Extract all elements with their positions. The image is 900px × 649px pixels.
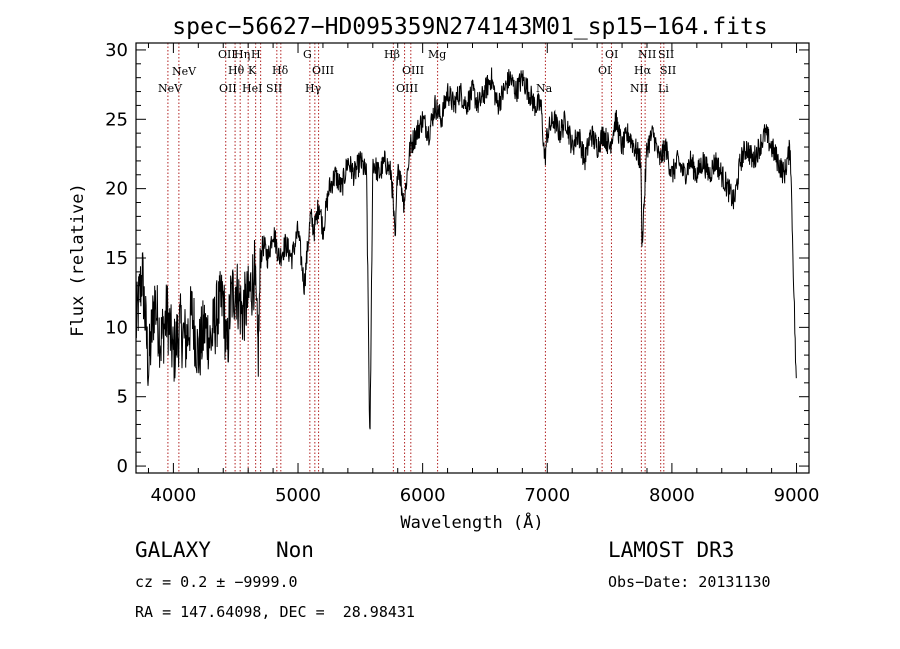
line-label-14: Hβ: [384, 48, 400, 61]
y-tick-label-4: 20: [105, 179, 128, 200]
x-tick-label-1: 5000: [275, 485, 321, 506]
x-tick-label-2: 6000: [400, 485, 446, 506]
line-label-12: OIII: [312, 64, 334, 77]
line-label-7: K: [248, 64, 257, 77]
line-label-17: Mg: [428, 48, 446, 61]
y-tick-label-1: 5: [117, 387, 128, 408]
line-label-11: G: [303, 48, 312, 61]
y-tick-label-5: 25: [105, 109, 128, 130]
spectrum-series: [135, 67, 797, 430]
line-label-5: OII: [219, 82, 237, 95]
redshift-line: cz = 0.2 ± −9999.0: [135, 573, 298, 591]
line-label-6: H: [251, 48, 261, 61]
line-label-4: Hθ: [228, 64, 245, 77]
plot-frame: [135, 42, 810, 474]
x-axis-label: Wavelength (Å): [400, 511, 543, 533]
line-markers: [167, 43, 665, 473]
x-tick-label-5: 9000: [774, 485, 820, 506]
obs-date: Obs−Date: 20131130: [608, 573, 771, 591]
line-label-9: Hδ: [272, 64, 289, 77]
line-label-19: OI: [605, 48, 618, 61]
line-label-23: NII: [630, 82, 648, 95]
line-label-10: SII: [266, 82, 282, 95]
line-label-2: OII: [218, 48, 236, 61]
axis-ticks: 4000 5000 6000 7000 8000 9000 0 5 10 15 20 25 30: [105, 40, 819, 506]
x-tick-label-0: 4000: [150, 485, 196, 506]
x-tick-label-4: 8000: [649, 485, 695, 506]
line-label-0: NeV: [172, 65, 197, 78]
line-label-26: Li: [658, 82, 669, 95]
line-label-21: NII: [638, 48, 656, 61]
x-tick-label-3: 7000: [524, 485, 570, 506]
object-class: GALAXY: [135, 538, 211, 562]
line-label-16: OIII: [396, 82, 418, 95]
survey-name: LAMOST DR3: [608, 538, 735, 562]
line-label-3: Hη: [234, 48, 250, 61]
line-label-8: HeI: [242, 82, 262, 95]
coordinates: RA = 147.64098, DEC = 28.98431: [135, 603, 415, 621]
y-tick-label-0: 0: [117, 456, 128, 477]
line-label-18: Na: [536, 82, 553, 95]
object-subclass: Non: [276, 538, 314, 562]
y-tick-label-3: 15: [105, 248, 128, 269]
line-label-15: OIII: [402, 64, 424, 77]
chart-title: spec−56627−HD095359N274143M01_sp15−164.f…: [172, 14, 767, 40]
y-axis-label: Flux (relative): [68, 183, 88, 337]
line-label-22: Hα: [634, 64, 652, 77]
y-tick-label-2: 10: [105, 317, 128, 338]
spectrum-line: [135, 67, 797, 430]
line-labels: NeVNeVOIIHηHθOIIHKHeIHδSIIGOIIIHγHβOIIIO…: [158, 48, 676, 95]
line-label-13: Hγ: [305, 82, 322, 95]
y-tick-label-6: 30: [105, 40, 128, 61]
line-label-25: SII: [660, 64, 676, 77]
line-label-1: NeV: [158, 82, 183, 95]
line-label-20: OI: [598, 64, 611, 77]
line-label-24: SII: [658, 48, 674, 61]
